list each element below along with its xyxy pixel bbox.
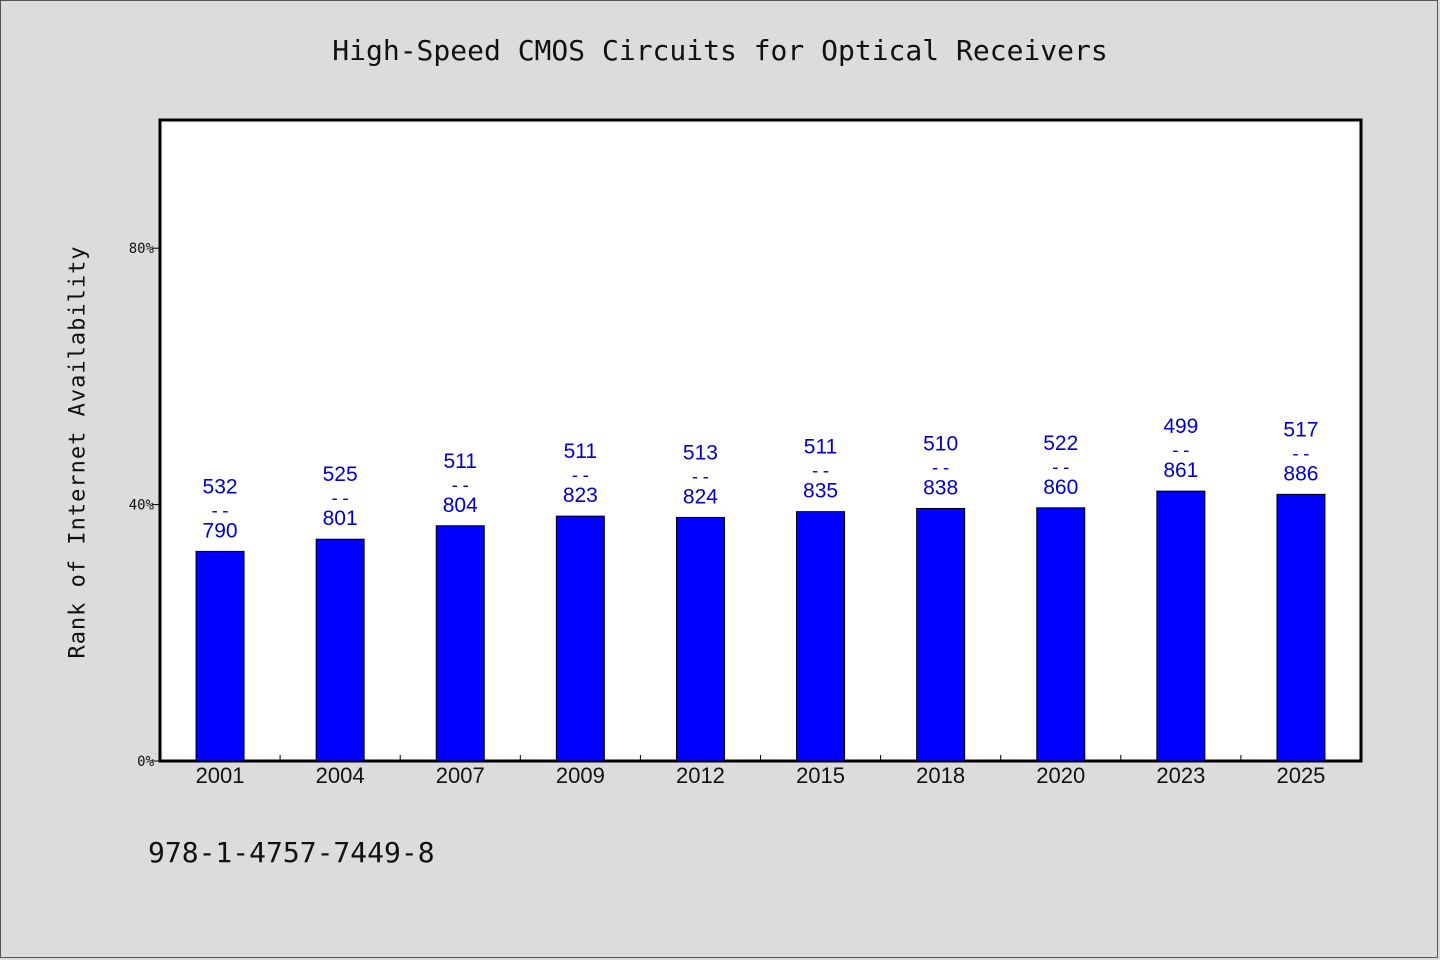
y-axis-ticks: 0% 40% 80% bbox=[129, 241, 160, 770]
bar bbox=[195, 550, 245, 762]
data-label-separator: -- bbox=[930, 457, 952, 478]
bar bbox=[315, 538, 365, 762]
data-label-separator: -- bbox=[209, 500, 231, 521]
isbn-text: 978-1-4757-7449-8 bbox=[148, 836, 435, 869]
data-label-top: 517 bbox=[1283, 418, 1318, 441]
data-label-top: 510 bbox=[923, 432, 958, 455]
data-label-bottom: 801 bbox=[323, 507, 358, 530]
bar bbox=[916, 507, 966, 762]
data-label-separator: -- bbox=[329, 488, 351, 509]
data-label-separator: -- bbox=[1050, 457, 1072, 478]
data-label-bottom: 824 bbox=[683, 485, 718, 508]
bar bbox=[1036, 507, 1086, 762]
x-axis-tick-marks bbox=[279, 755, 1242, 761]
x-tick-label: 2001 bbox=[196, 763, 245, 788]
data-label-top: 511 bbox=[804, 436, 837, 459]
data-label-separator: -- bbox=[570, 465, 592, 486]
x-tick-label: 2004 bbox=[316, 763, 365, 788]
bar bbox=[555, 515, 605, 762]
x-tick-label: 2012 bbox=[676, 763, 725, 788]
x-tick-label: 2023 bbox=[1156, 763, 1205, 788]
data-label-top: 522 bbox=[1043, 432, 1078, 455]
bar bbox=[675, 516, 725, 762]
x-tick-label: 2020 bbox=[1036, 763, 1085, 788]
data-label-top: 513 bbox=[683, 441, 718, 464]
data-label-bottom: 860 bbox=[1043, 476, 1078, 499]
y-tick-label: 40% bbox=[129, 498, 155, 514]
x-tick-label: 2015 bbox=[796, 763, 845, 788]
data-label-separator: -- bbox=[810, 461, 832, 482]
data-label-separator: -- bbox=[690, 466, 712, 487]
x-tick-label: 2009 bbox=[556, 763, 605, 788]
data-label-separator: -- bbox=[1170, 440, 1192, 461]
data-label-bottom: 861 bbox=[1163, 459, 1198, 482]
data-label-top: 511 bbox=[444, 450, 477, 473]
data-label-top: 499 bbox=[1163, 415, 1198, 438]
x-tick-label: 2007 bbox=[436, 763, 485, 788]
data-label-bottom: 804 bbox=[443, 494, 478, 517]
data-label-separator: -- bbox=[449, 475, 471, 496]
data-label-bottom: 838 bbox=[923, 476, 958, 499]
data-label-bottom: 790 bbox=[203, 519, 238, 542]
bar bbox=[1276, 493, 1326, 762]
bar bbox=[1156, 490, 1206, 762]
data-label-top: 511 bbox=[564, 440, 597, 463]
data-label-bottom: 835 bbox=[803, 480, 838, 503]
chart-title: High-Speed CMOS Circuits for Optical Rec… bbox=[332, 34, 1108, 67]
bar bbox=[435, 525, 485, 762]
bar bbox=[796, 511, 846, 762]
data-label-bottom: 886 bbox=[1283, 462, 1318, 485]
y-tick-label: 80% bbox=[129, 241, 155, 257]
x-axis-tick-labels: 2001 2004 2007 2009 2012 2015 2018 2020 2023 2025 bbox=[196, 763, 1326, 788]
x-tick-label: 2018 bbox=[916, 763, 965, 788]
data-label-top: 532 bbox=[203, 475, 238, 498]
y-tick-label: 0% bbox=[137, 754, 154, 770]
data-label-bottom: 823 bbox=[563, 484, 598, 507]
bars bbox=[195, 490, 1326, 762]
x-tick-label: 2025 bbox=[1276, 763, 1325, 788]
data-label-top: 525 bbox=[323, 463, 358, 486]
data-label-separator: -- bbox=[1290, 443, 1312, 464]
data-labels: 790--532801--525804--511823--511824--513… bbox=[203, 415, 1319, 542]
